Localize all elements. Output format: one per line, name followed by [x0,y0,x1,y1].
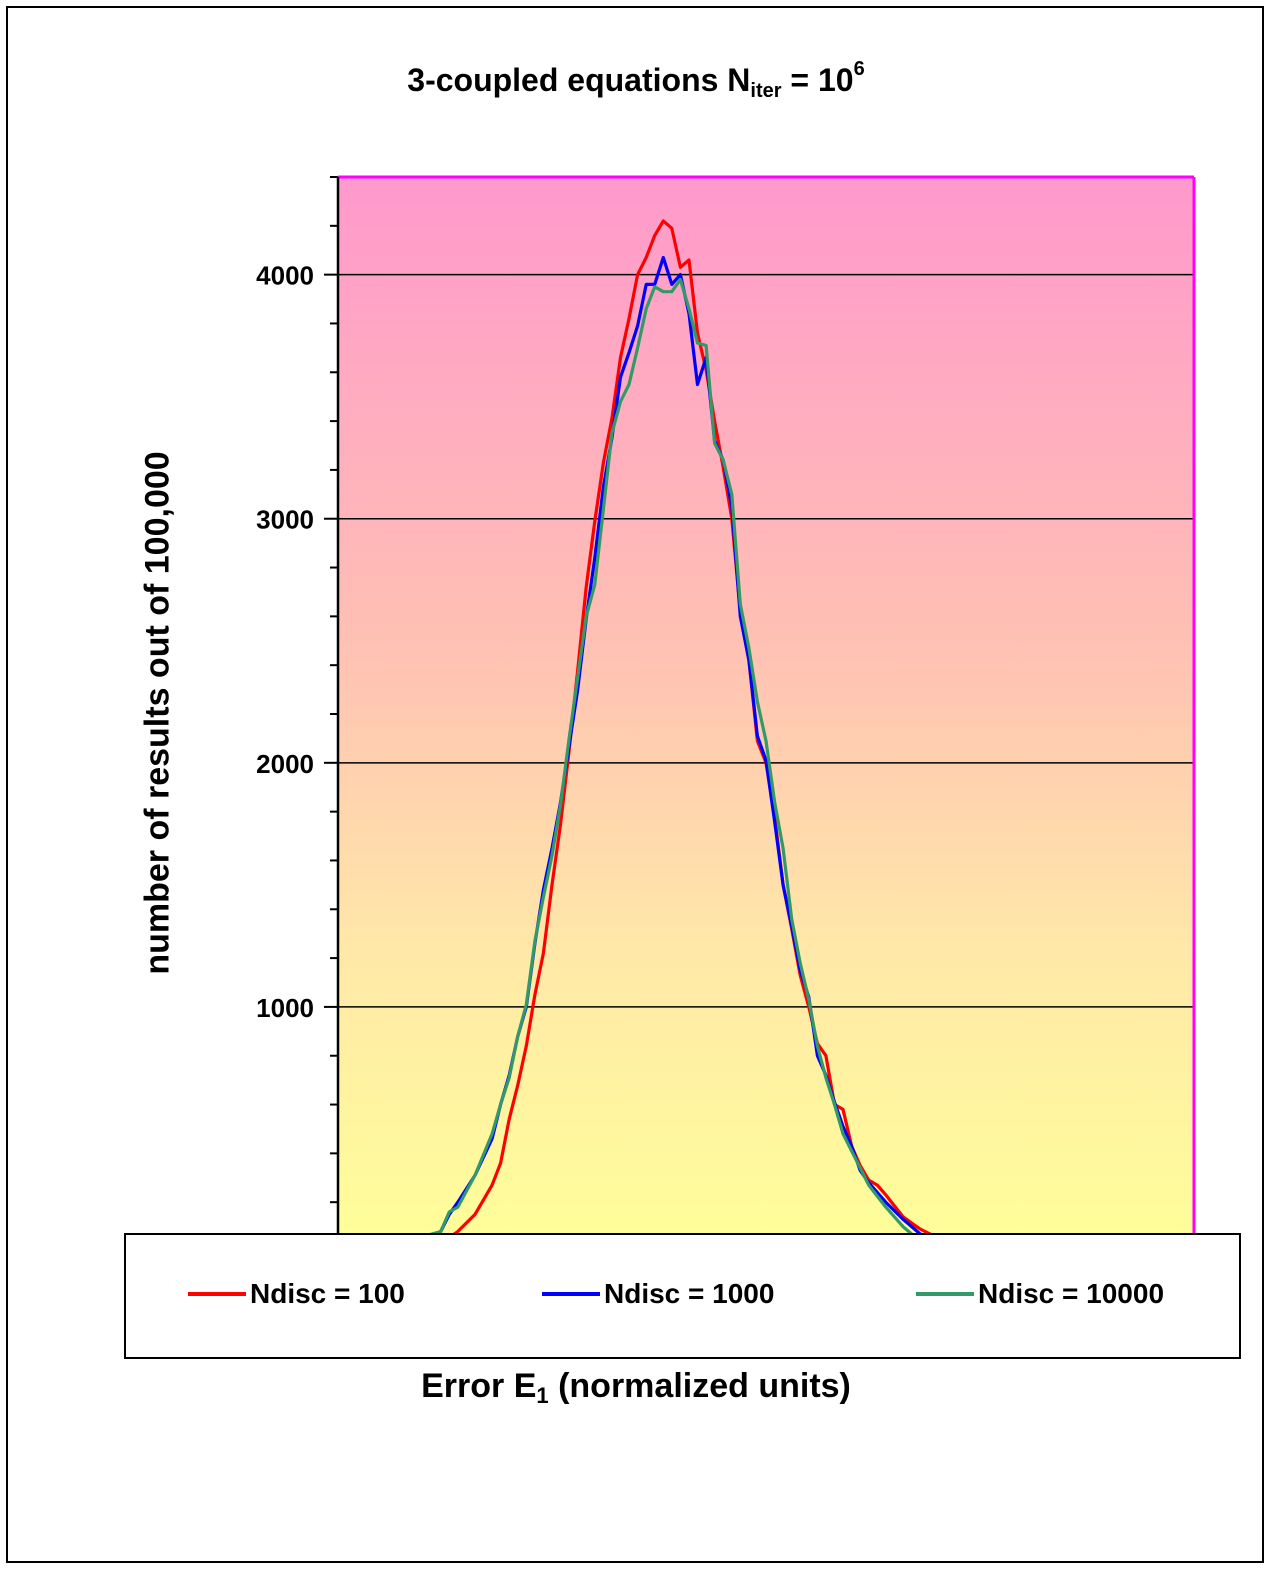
y-tick-label-4000: 4000 [256,261,314,291]
legend-swatch-ndisc-100 [188,1292,246,1296]
series-line-2 [354,277,1057,1253]
legend: Ndisc = 100 Ndisc = 1000 Ndisc = 10000 [124,1233,1241,1359]
legend-label-ndisc-100: Ndisc = 100 [250,1278,405,1309]
legend-label-ndisc-1000: Ndisc = 1000 [604,1278,775,1309]
legend-item-ndisc-1000: Ndisc = 1000 [542,1278,774,1310]
y-tick-label-1000: 1000 [256,993,314,1023]
x-axis-label: Error E1 (normalized units) [421,1367,851,1408]
y-tick-label-2000: 2000 [256,749,314,779]
y-tick-label-3000: 3000 [256,505,314,535]
plot-area [338,177,1194,1251]
chart-title: 3-coupled equations Niter = 106 [407,58,865,102]
legend-item-ndisc-100: Ndisc = 100 [188,1278,405,1310]
legend-item-ndisc-10000: Ndisc = 10000 [916,1278,1164,1310]
legend-swatch-ndisc-10000 [916,1292,974,1296]
legend-label-ndisc-10000: Ndisc = 10000 [978,1278,1165,1309]
legend-swatch-ndisc-1000 [542,1292,600,1296]
